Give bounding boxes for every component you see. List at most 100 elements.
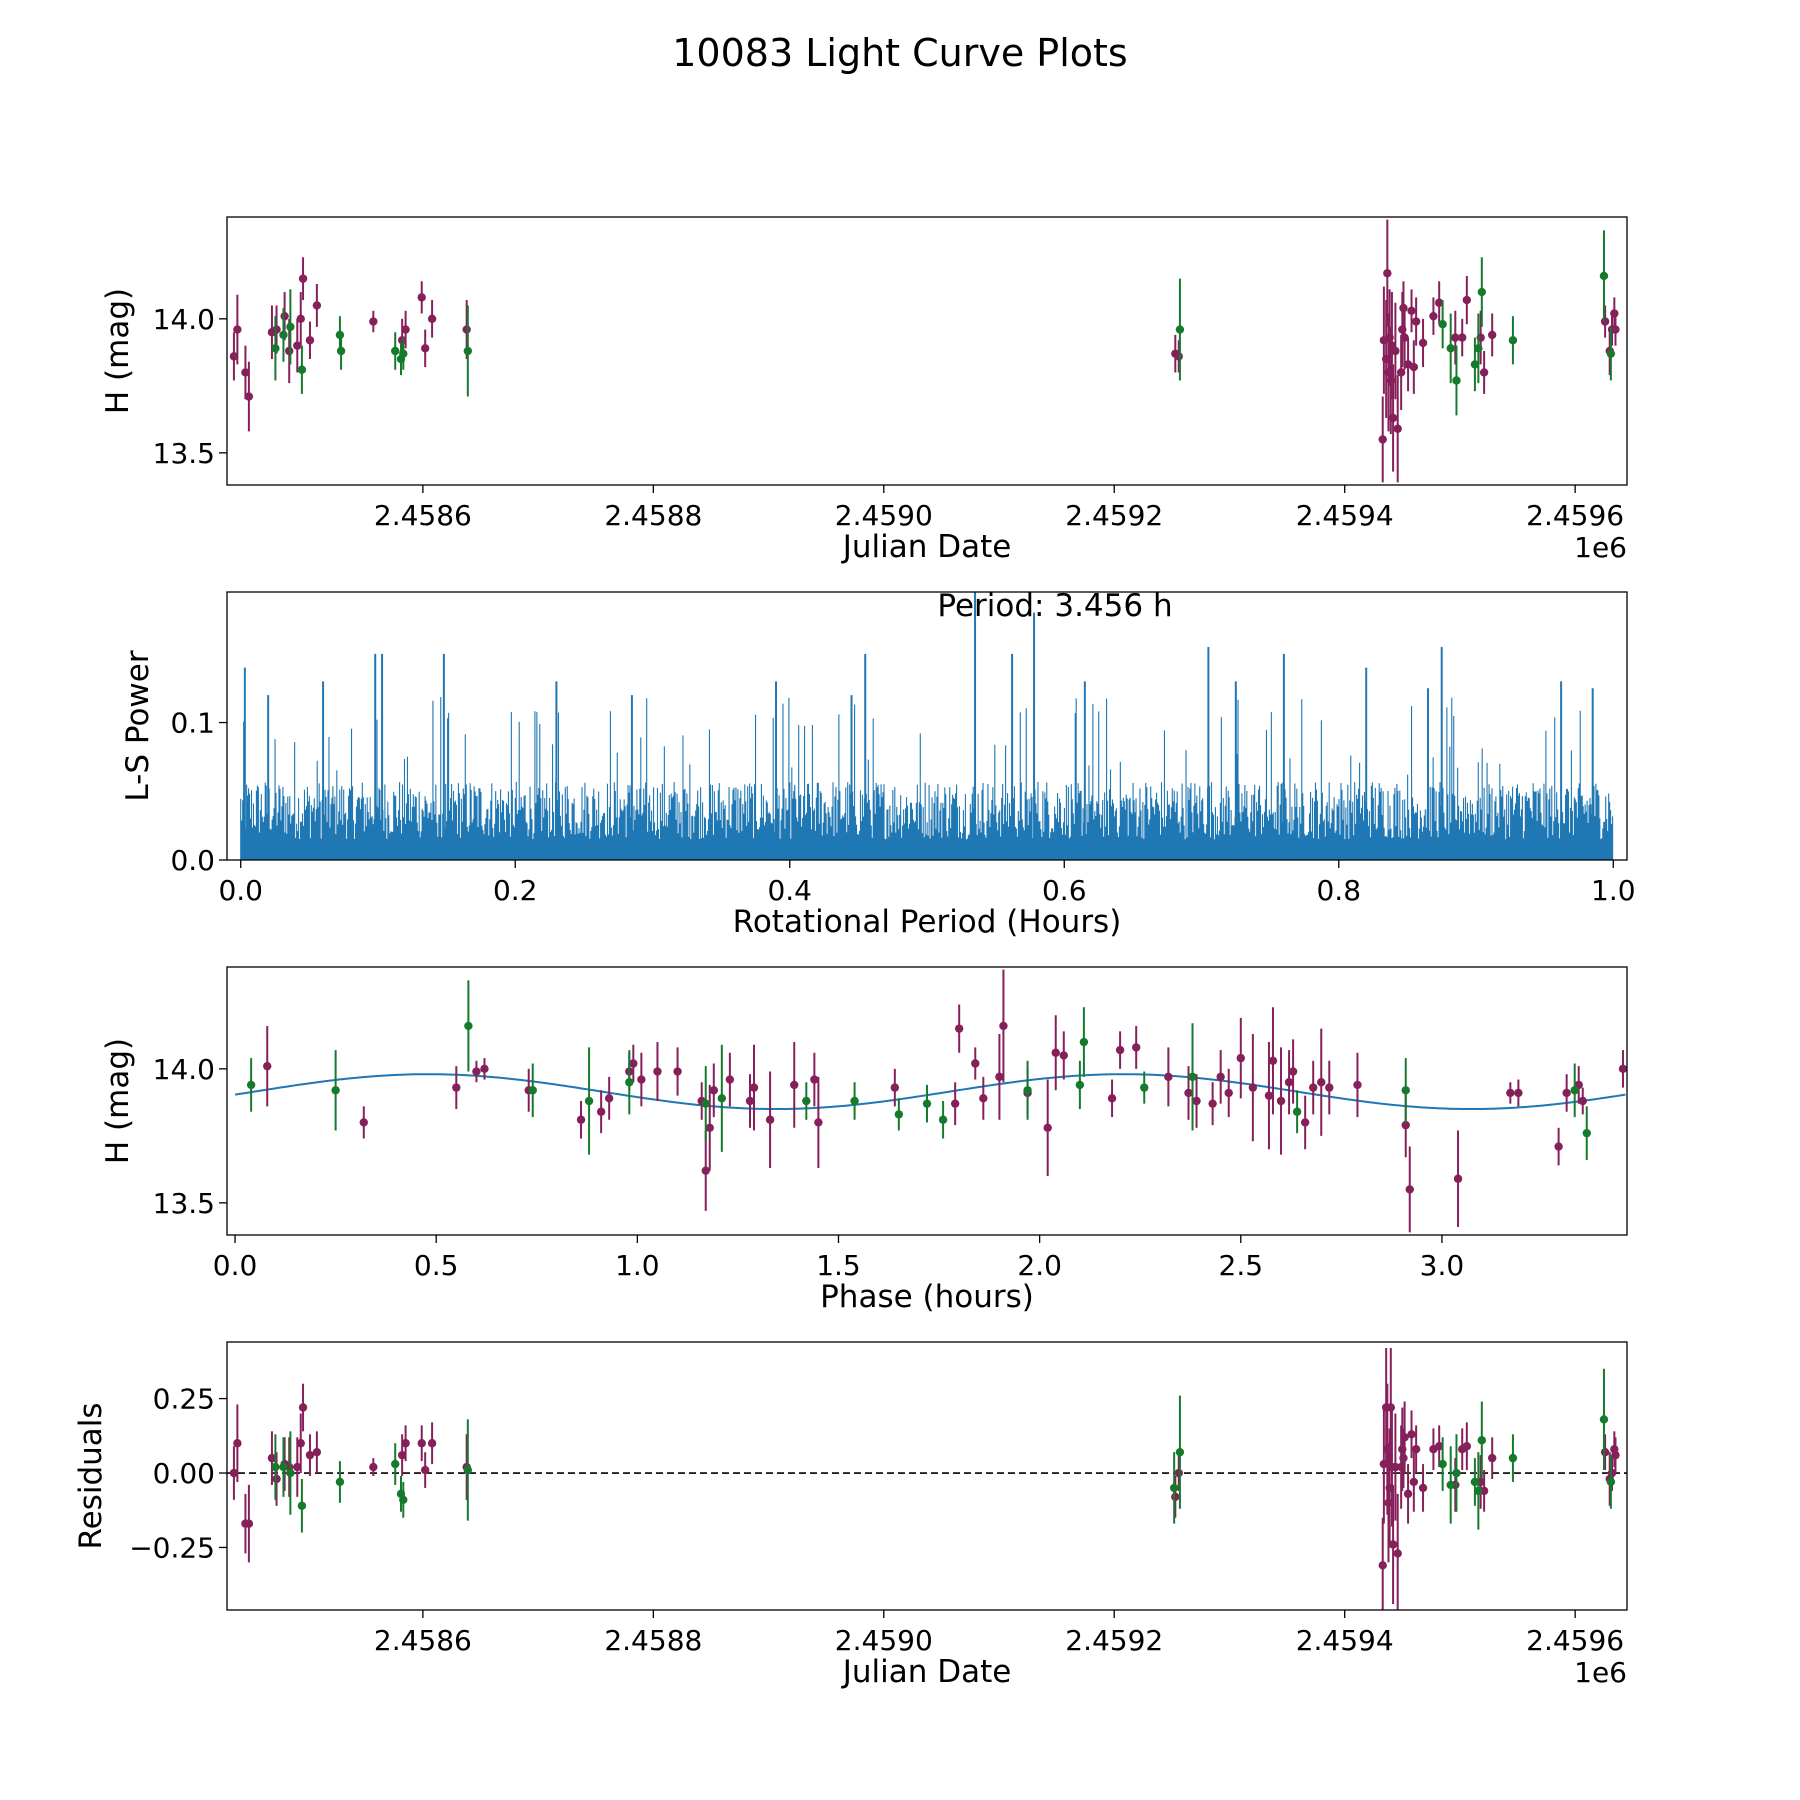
lightcurve-point-purple [1399, 303, 1408, 313]
lightcurve-point-purple [1610, 309, 1619, 318]
residuals-point-purple [1462, 1442, 1472, 1451]
residuals-point-purple [1411, 1445, 1421, 1454]
lightcurve-point-purple [1458, 333, 1467, 342]
phased-point-purple [1184, 1088, 1193, 1098]
lightcurve-xlabel: Julian Date [841, 529, 1012, 565]
lightcurve-point-purple [272, 325, 281, 334]
phased-point-purple [1236, 1053, 1245, 1063]
phased-point-purple [1164, 1072, 1173, 1082]
lightcurve-point-purple [305, 336, 315, 345]
periodogram-xtick-label: 1.0 [1591, 874, 1636, 907]
phased-point-green [701, 1099, 710, 1108]
lightcurve-point-green [335, 330, 345, 340]
lightcurve-point-purple [401, 325, 410, 334]
residuals-point-green [271, 1462, 280, 1472]
residuals-point-purple [427, 1439, 437, 1448]
phased-point-purple [1325, 1083, 1334, 1092]
phased-point-purple [1578, 1096, 1587, 1106]
phased-point-purple [1264, 1091, 1274, 1100]
residuals-point-purple [1393, 1549, 1402, 1558]
phased-point-purple [576, 1115, 586, 1124]
phased-point-purple [765, 1115, 775, 1124]
residuals-point-purple [233, 1439, 242, 1448]
residuals-point-green [286, 1468, 295, 1478]
lightcurve-point-purple [462, 325, 471, 334]
phased-point-green [938, 1115, 948, 1124]
residuals-xtick-label: 2.4588 [604, 1624, 702, 1657]
phased-point-purple [1224, 1088, 1233, 1098]
panel-periodogram: 0.0 0.2 0.4 0.6 0.8 1.0 0.0 0.1 Period: 3.456 h… [120, 588, 1636, 940]
phased-point-purple [995, 1072, 1004, 1082]
phased-point-green [894, 1110, 904, 1119]
phased-point-green [1023, 1086, 1032, 1095]
residuals-point-green [399, 1495, 408, 1505]
lightcurve-point-purple [1418, 338, 1428, 348]
phased-ytick-label: 13.5 [153, 1187, 215, 1220]
lightcurve-point-green [1175, 325, 1185, 334]
phased-point-purple [1300, 1118, 1310, 1127]
residuals-ytick-label: 0.00 [153, 1457, 215, 1490]
residuals-point-purple [1386, 1403, 1395, 1412]
phased-point-green [922, 1099, 932, 1108]
periodogram-frame [226, 591, 1628, 861]
phased-point-purple [1043, 1123, 1052, 1133]
residuals-point-purple [298, 1403, 308, 1412]
phased-xtick-label: 1.5 [816, 1249, 861, 1282]
residuals-point-purple [272, 1474, 281, 1484]
lightcurve-point-purple [427, 314, 437, 324]
phased-point-purple [1276, 1096, 1286, 1106]
lightcurve-point-purple [1451, 333, 1460, 342]
lightcurve-xtick-label: 2.4586 [374, 499, 472, 532]
residuals-point-purple [229, 1468, 239, 1478]
phased-point-purple [790, 1080, 799, 1090]
lightcurve-point-purple [312, 301, 322, 310]
residuals-point-purple [1391, 1462, 1400, 1472]
residuals-point-green [1438, 1459, 1447, 1469]
lightcurve-point-purple [229, 352, 239, 361]
residuals-point-purple [1388, 1540, 1398, 1549]
residuals-marks [227, 1347, 1627, 1610]
lightcurve-point-green [286, 322, 295, 332]
lightcurve-point-purple [285, 346, 294, 356]
residuals-point-purple [1171, 1492, 1180, 1502]
phased-xtick-label: 0.0 [213, 1249, 258, 1282]
phased-point-purple [1284, 1078, 1294, 1087]
lightcurve-point-purple [1611, 325, 1620, 334]
phased-point-purple [472, 1067, 481, 1076]
phased-point-purple [637, 1075, 646, 1084]
lightcurve-point-green [1470, 360, 1480, 369]
panel-phased: 0.0 0.5 1.0 1.5 2.0 2.5 3.0 13.5 14.0 Phase (hou… [100, 966, 1628, 1315]
residuals-xtick-label: 2.4586 [374, 1624, 472, 1657]
lightcurve-point-green [399, 349, 408, 358]
phased-point-purple [1317, 1078, 1326, 1087]
lightcurve-point-green [1452, 376, 1461, 385]
lightcurve-point-purple [241, 368, 250, 377]
residuals-point-purple [1403, 1489, 1413, 1499]
lightcurve-point-purple [1479, 368, 1489, 377]
lightcurve-point-purple [1388, 413, 1398, 423]
lightcurve-offset-label: 1e6 [1574, 531, 1627, 564]
residuals-point-purple [1611, 1450, 1620, 1460]
lightcurve-point-green [1474, 344, 1483, 353]
residuals-point-green [335, 1477, 345, 1487]
phased-point-purple [999, 1021, 1008, 1031]
phased-point-purple [979, 1094, 988, 1103]
lightcurve-ticks: 2.4586 2.4588 2.4590 2.4592 2.4594 2.4596 13.5… [153, 303, 1624, 532]
phased-point-purple [1051, 1048, 1060, 1057]
phased-ytick-label: 14.0 [153, 1053, 215, 1086]
panel-residuals: 2.4586 2.4588 2.4590 2.4592 2.4594 2.4596 −0.2… [73, 1341, 1628, 1690]
phased-point-purple [1248, 1083, 1258, 1092]
residuals-point-purple [312, 1447, 322, 1457]
residuals-point-purple [397, 1450, 407, 1460]
residuals-xtick-label: 2.4594 [1296, 1624, 1394, 1657]
phased-xtick-label: 2.5 [1219, 1249, 1264, 1282]
phased-point-purple [971, 1059, 980, 1068]
phased-point-purple [1216, 1072, 1225, 1082]
periodogram-xtick-label: 0.6 [1042, 874, 1087, 907]
lightcurve-point-green [1599, 271, 1609, 281]
residuals-point-green [1446, 1480, 1455, 1490]
residuals-point-green [1175, 1447, 1185, 1457]
phased-ylabel: H (mag) [100, 1038, 136, 1164]
lightcurve-point-purple [296, 314, 305, 324]
